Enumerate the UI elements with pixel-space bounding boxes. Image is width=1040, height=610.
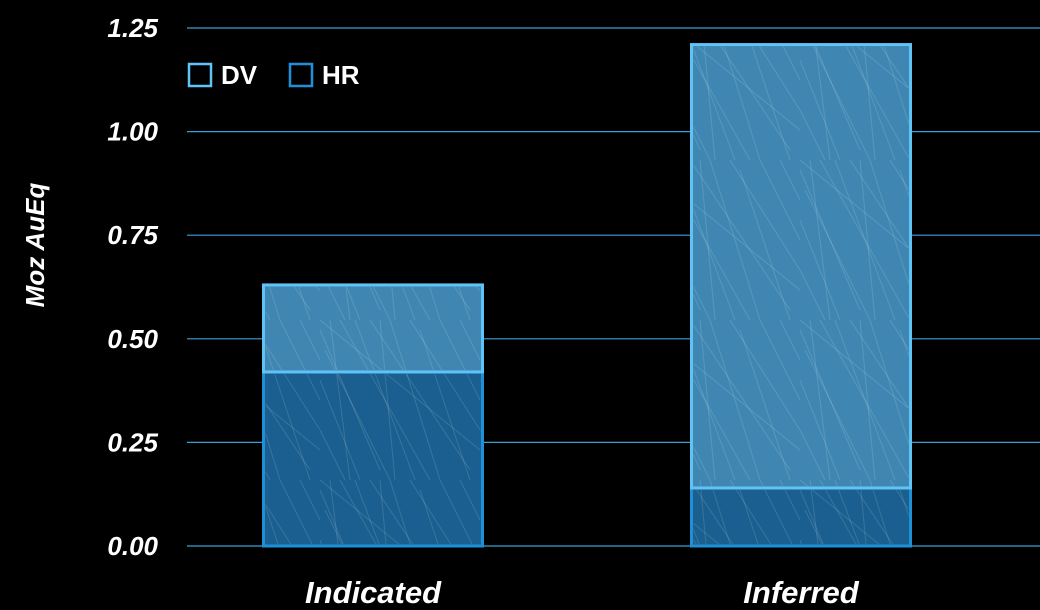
x-category-labels: Indicated Inferred <box>305 575 860 610</box>
legend-swatch-dv <box>187 62 213 88</box>
y-tick-label: 1.25 <box>107 13 158 43</box>
y-tick-label: 0.00 <box>107 531 158 561</box>
y-axis-title: Moz AuEq <box>20 183 50 308</box>
bars <box>262 43 912 548</box>
legend: DV HR <box>187 60 360 90</box>
y-tick-label: 1.00 <box>107 117 158 147</box>
bar-texture <box>265 373 481 544</box>
bar-texture <box>693 46 909 486</box>
y-tick-label: 0.75 <box>107 220 158 250</box>
legend-label-hr: HR <box>322 60 360 90</box>
x-category-label: Inferred <box>743 575 859 610</box>
legend-label-dv: DV <box>221 60 258 90</box>
bar-texture <box>265 286 481 370</box>
y-tick-label: 0.50 <box>107 324 158 354</box>
y-tick-label: 0.25 <box>107 427 158 457</box>
x-category-label: Indicated <box>305 575 442 610</box>
bar-texture <box>693 489 909 544</box>
y-tick-labels: 0.00 0.25 0.50 0.75 1.00 1.25 <box>107 13 158 561</box>
legend-swatch-hr <box>288 62 314 88</box>
